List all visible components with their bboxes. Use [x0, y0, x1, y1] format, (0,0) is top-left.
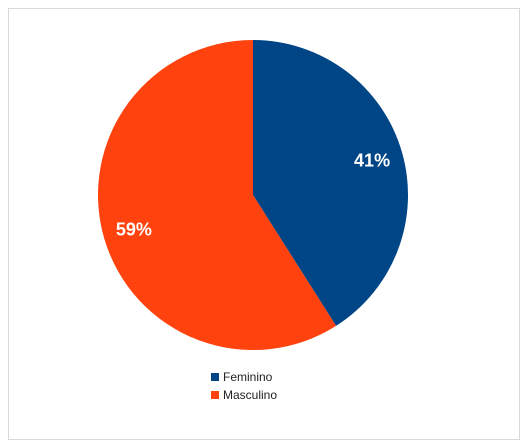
- chart-legend: Feminino Masculino: [211, 368, 277, 404]
- pie-slice-feminino: [253, 40, 408, 326]
- legend-swatch-feminino: [211, 373, 219, 381]
- legend-swatch-masculino: [211, 391, 219, 399]
- legend-item-feminino: Feminino: [211, 368, 277, 386]
- legend-item-masculino: Masculino: [211, 386, 277, 404]
- slice-label-feminino: 41%: [354, 150, 390, 170]
- pie-labels: 41% 59%: [116, 150, 390, 239]
- legend-label-feminino: Feminino: [223, 370, 273, 384]
- pie-slice-masculino: [97, 40, 337, 350]
- pie-slices: [97, 40, 408, 350]
- legend-label-masculino: Masculino: [223, 388, 278, 402]
- slice-label-masculino: 59%: [116, 220, 152, 240]
